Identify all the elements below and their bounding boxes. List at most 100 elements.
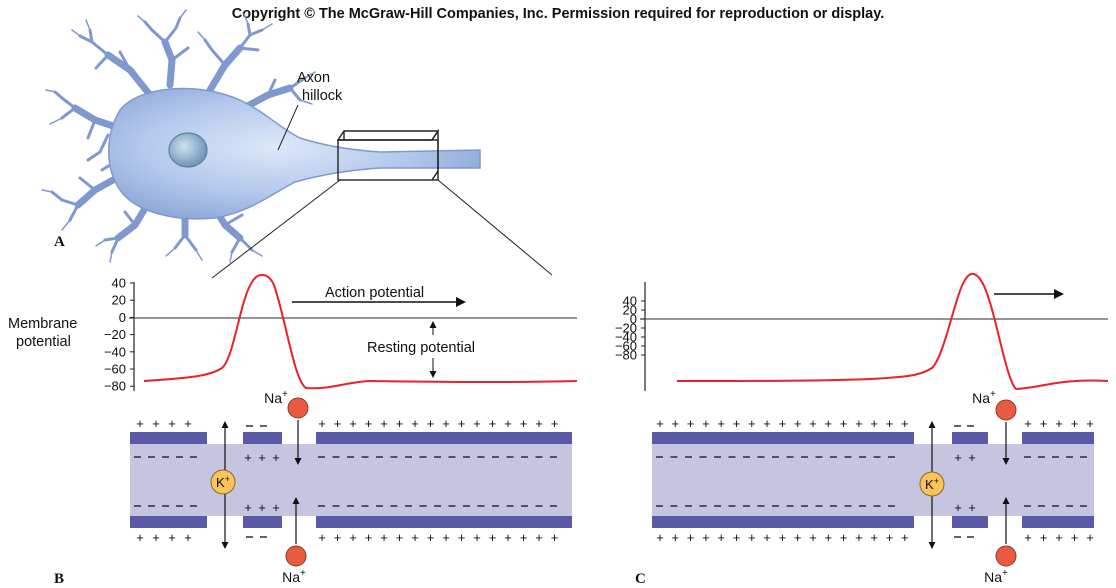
potassium-ion-label: K+: [925, 476, 939, 492]
charge-plus: +: [840, 530, 848, 545]
membrane-bottom: [1022, 516, 1094, 528]
axon-hillock-label-line2: hillock: [302, 88, 343, 104]
hillock-pointer: [277, 104, 299, 151]
charge-plus: +: [244, 500, 252, 515]
sodium-label: Na+: [264, 389, 288, 406]
charge-plus: +: [535, 530, 543, 545]
dendrites: [41, 9, 316, 263]
charge-plus: +: [551, 530, 559, 545]
charge-plus: +: [152, 416, 160, 431]
charge-plus: +: [763, 416, 771, 431]
charge-plus: +: [1024, 530, 1032, 545]
charge-plus: +: [1055, 416, 1063, 431]
charge-plus: +: [901, 416, 909, 431]
charge-plus: +: [380, 530, 388, 545]
charge-plus: +: [901, 530, 909, 545]
charge-plus: +: [1040, 416, 1048, 431]
charge-plus: +: [1024, 416, 1032, 431]
y-tick-label: 40: [623, 294, 637, 309]
sodium-ion: [995, 399, 1017, 421]
potassium-ion: [919, 471, 945, 497]
charge-plus: +: [702, 530, 710, 545]
charge-plus: +: [954, 500, 962, 515]
charge-plus: +: [458, 416, 466, 431]
charge-plus: +: [520, 530, 528, 545]
charge-plus: +: [489, 416, 497, 431]
membrane-bottom: [652, 516, 914, 528]
y-tick-label: −60: [615, 339, 637, 354]
membrane-bottom: [952, 516, 988, 528]
charge-plus: +: [825, 416, 833, 431]
membrane-top: [952, 432, 988, 444]
panel-label-a: A: [54, 234, 65, 250]
charge-plus: +: [458, 530, 466, 545]
charge-plus: +: [272, 500, 280, 515]
charge-plus: +: [334, 530, 342, 545]
y-tick-label: 40: [112, 276, 126, 291]
charge-plus: +: [272, 450, 280, 465]
charge-plus: +: [748, 416, 756, 431]
y-tick-label: −40: [104, 344, 126, 359]
membrane-bottom: [130, 516, 207, 528]
charge-plus: +: [244, 450, 252, 465]
charge-plus: +: [779, 530, 787, 545]
charge-plus: +: [258, 450, 266, 465]
potassium-ion: [210, 469, 236, 495]
charge-plus: +: [717, 416, 725, 431]
membrane-b: + + + + + + + + + + + + + + + + + + + + + + + + + + + + + + + + + + + + + + + +…: [130, 389, 572, 585]
charge-plus: +: [656, 416, 664, 431]
graph-b-ticks: 40 20 0 −20 −40 −60 −80: [104, 276, 134, 394]
charge-plus: +: [427, 416, 435, 431]
charge-plus: +: [825, 530, 833, 545]
charge-plus: +: [968, 500, 976, 515]
charge-plus: +: [184, 530, 192, 545]
charge-plus: +: [136, 530, 144, 545]
charge-plus: +: [733, 530, 741, 545]
sodium-ion: [995, 545, 1017, 567]
membrane-top: [316, 432, 572, 444]
graph-c-trace: [676, 272, 1109, 391]
charge-plus: +: [520, 416, 528, 431]
sodium-label: Na+: [282, 568, 306, 585]
charge-plus: +: [763, 530, 771, 545]
charge-plus: +: [733, 416, 741, 431]
charge-plus: +: [1071, 416, 1079, 431]
charge-plus: +: [1055, 530, 1063, 545]
charge-plus: +: [168, 416, 176, 431]
charge-plus: +: [504, 416, 512, 431]
charge-plus: +: [687, 416, 695, 431]
membrane-potential-label-line2: potential: [16, 334, 71, 350]
charge-plus: +: [535, 416, 543, 431]
membrane-potential-label-line1: Membrane: [8, 316, 77, 332]
charge-plus: +: [968, 450, 976, 465]
charge-plus: +: [152, 530, 160, 545]
y-tick-label: −20: [104, 327, 126, 342]
graph-b: 40 20 0 −20 −40 −60 −80: [104, 273, 578, 394]
charge-plus: +: [717, 530, 725, 545]
charge-plus: +: [396, 416, 404, 431]
y-tick-label: −40: [615, 330, 637, 345]
charge-plus: +: [365, 416, 373, 431]
sodium-ion: [287, 397, 309, 419]
neuron-illustration: [41, 9, 553, 279]
charge-plus: +: [748, 530, 756, 545]
membrane-bottom: [243, 516, 282, 528]
axoplasm-band: [130, 444, 572, 516]
y-tick-label: −20: [615, 321, 637, 336]
charge-plus: +: [687, 530, 695, 545]
membrane-top: [130, 432, 207, 444]
potassium-ion-label: K+: [216, 474, 230, 490]
charge-plus: +: [380, 416, 388, 431]
charge-plus: +: [411, 416, 419, 431]
action-potential-label: Action potential: [325, 285, 424, 301]
zoom-line-right: [437, 179, 553, 276]
axon-hillock-label-line1: Axon: [297, 70, 330, 86]
charge-plus: +: [809, 530, 817, 545]
charge-plus: +: [1086, 416, 1094, 431]
cell-body: [108, 87, 481, 220]
graph-b-trace: [143, 273, 578, 390]
membrane-top: [1022, 432, 1094, 444]
charge-plus: +: [886, 530, 894, 545]
